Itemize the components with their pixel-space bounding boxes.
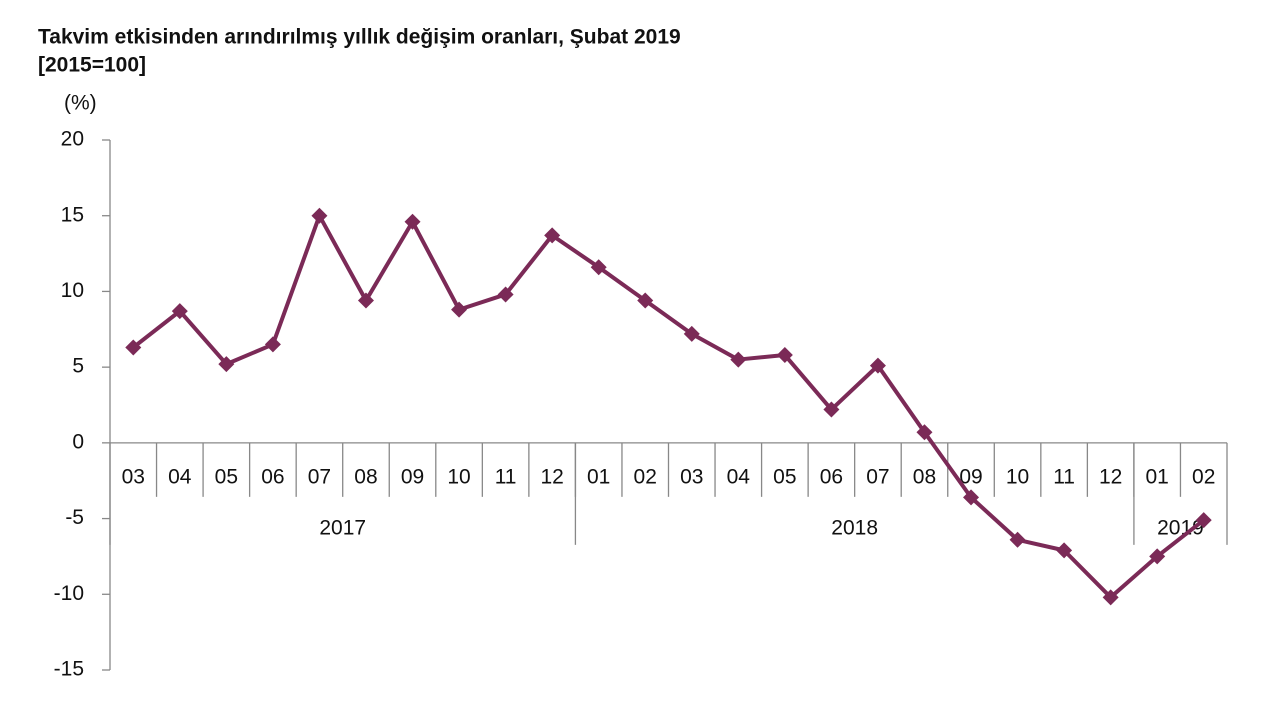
data-point <box>404 213 421 230</box>
data-point <box>963 489 980 506</box>
x-tick-label: 12 <box>1099 465 1122 488</box>
chart-subtitle: [2015=100] <box>38 54 146 77</box>
data-point <box>125 339 142 356</box>
chart-title: Takvim etkisinden arındırılmış yıllık de… <box>38 26 681 49</box>
x-tick-label: 11 <box>495 465 517 488</box>
x-tick-label: 11 <box>1053 465 1075 488</box>
y-tick-label: 15 <box>61 203 84 226</box>
x-tick-label: 08 <box>913 465 936 488</box>
x-tick-label: 10 <box>447 465 470 488</box>
data-point <box>1009 531 1026 548</box>
data-point <box>451 301 468 318</box>
data-point <box>683 325 700 342</box>
data-point <box>171 303 188 320</box>
x-tick-label: 12 <box>540 465 563 488</box>
y-tick-label: -10 <box>54 582 84 605</box>
data-point <box>497 286 514 303</box>
data-point <box>590 259 607 276</box>
data-point <box>357 292 374 309</box>
x-tick-label: 08 <box>354 465 377 488</box>
x-tick-label: 09 <box>959 465 982 488</box>
y-tick-label: 10 <box>61 279 84 302</box>
data-point <box>823 401 840 418</box>
data-point <box>544 227 561 244</box>
data-line <box>132 213 1205 600</box>
x-tick-label: 06 <box>820 465 843 488</box>
data-point <box>730 351 747 368</box>
year-label: 2017 <box>319 516 366 539</box>
year-label: 2019 <box>1157 516 1204 539</box>
year-label: 2018 <box>831 516 878 539</box>
x-tick-label: 06 <box>261 465 284 488</box>
data-point <box>1056 542 1073 559</box>
x-tick-label: 05 <box>215 465 238 488</box>
data-point <box>264 336 281 353</box>
x-tick-label: 03 <box>680 465 703 488</box>
data-point <box>311 207 328 224</box>
y-tick-label: 0 <box>72 430 84 453</box>
x-tick-label: 04 <box>168 465 192 488</box>
y-tick-label: 5 <box>72 355 84 378</box>
x-tick-label: 05 <box>773 465 796 488</box>
data-point <box>869 357 886 374</box>
data-point <box>1149 548 1166 565</box>
data-point <box>1102 589 1119 606</box>
y-tick-label: -15 <box>54 658 84 681</box>
x-tick-label: 09 <box>401 465 424 488</box>
data-point <box>916 424 933 441</box>
y-tick-label: 20 <box>61 128 84 151</box>
x-tick-label: 02 <box>1192 465 1215 488</box>
data-point <box>1195 512 1212 529</box>
data-point <box>637 292 654 309</box>
x-tick-label: 07 <box>308 465 331 488</box>
data-point <box>218 356 235 373</box>
x-tick-label: 03 <box>122 465 145 488</box>
x-tick-label: 01 <box>587 465 610 488</box>
data-point <box>776 347 793 364</box>
x-tick-label: 10 <box>1006 465 1029 488</box>
y-axis-label: (%) <box>64 92 97 115</box>
x-tick-label: 02 <box>634 465 657 488</box>
y-tick-label: -5 <box>65 506 84 529</box>
x-tick-label: 01 <box>1146 465 1169 488</box>
x-tick-label: 04 <box>727 465 751 488</box>
x-tick-label: 07 <box>866 465 889 488</box>
